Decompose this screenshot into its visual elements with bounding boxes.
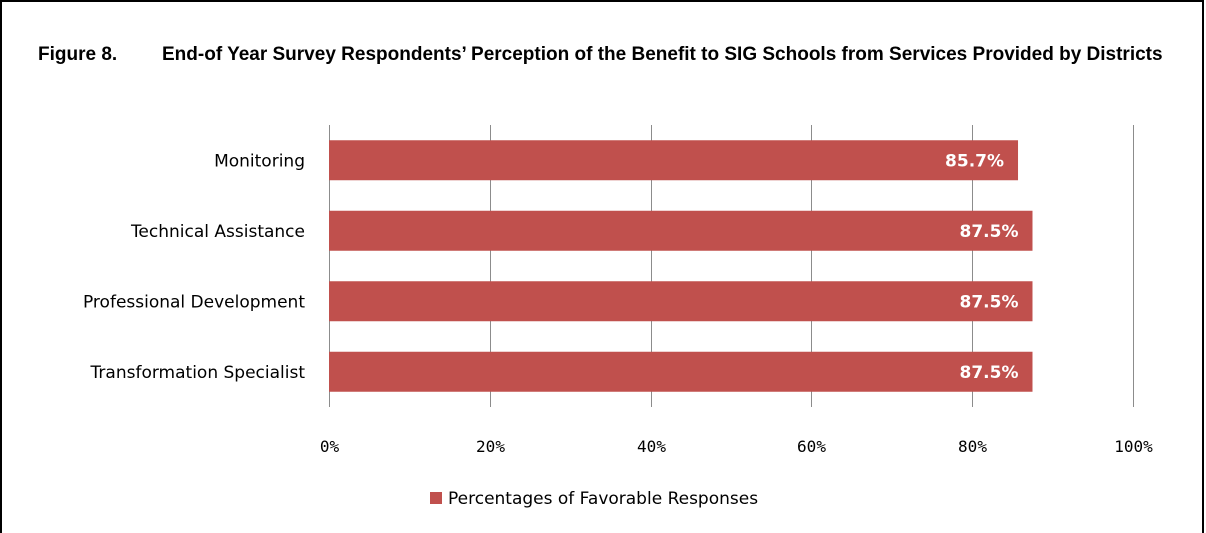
bar <box>329 210 1033 251</box>
category-label: Technical Assistance <box>130 222 305 242</box>
bar <box>329 140 1019 181</box>
bar <box>329 351 1033 392</box>
x-tick-label: 100% <box>1114 437 1153 456</box>
data-label: 87.5% <box>960 222 1019 242</box>
figure-number: Figure 8. <box>38 44 118 65</box>
category-label: Transformation Specialist <box>90 363 306 383</box>
data-label: 85.7% <box>945 151 1004 171</box>
x-tick-label: 0% <box>320 437 340 456</box>
legend-swatch <box>430 492 442 504</box>
figure-title: End-of Year Survey Respondents’ Percepti… <box>162 44 1163 65</box>
category-label: Professional Development <box>83 292 305 312</box>
x-tick-label: 80% <box>958 437 987 456</box>
x-tick-label: 40% <box>637 437 666 456</box>
legend-label: Percentages of Favorable Responses <box>448 489 758 509</box>
data-label: 87.5% <box>960 363 1019 383</box>
category-label: Monitoring <box>214 151 305 171</box>
bar <box>329 281 1033 322</box>
x-tick-label: 20% <box>476 437 505 456</box>
data-label: 87.5% <box>960 292 1019 312</box>
x-tick-label: 60% <box>797 437 826 456</box>
